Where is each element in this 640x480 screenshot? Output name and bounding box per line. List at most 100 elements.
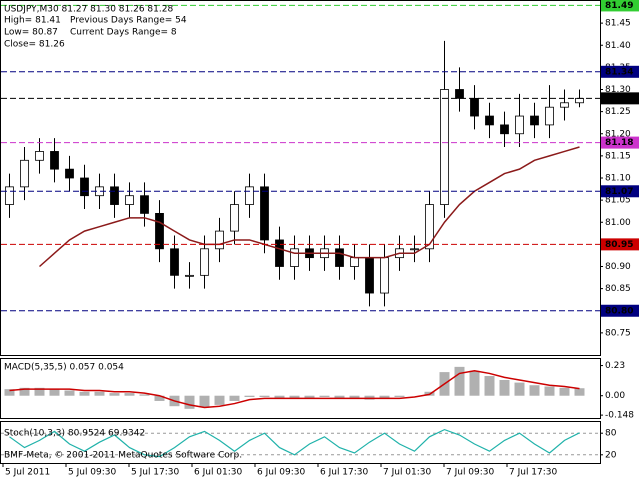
candle-body xyxy=(125,195,134,205)
macd-bar xyxy=(214,395,225,405)
y-tick-label: 0.00 xyxy=(605,391,625,401)
macd-bar xyxy=(349,395,360,399)
candle-body xyxy=(350,257,359,267)
macd-bar xyxy=(304,395,315,399)
y-tick-label: 81.25 xyxy=(605,107,631,117)
macd-bar xyxy=(244,395,255,398)
candle-body xyxy=(50,151,59,170)
candle-body xyxy=(560,102,569,108)
candle-body xyxy=(500,124,509,135)
macd-bar xyxy=(379,395,390,399)
macd-bar xyxy=(229,395,240,401)
moving-average xyxy=(39,146,580,268)
level-badge xyxy=(601,185,639,198)
macd-bar xyxy=(19,387,30,396)
macd-bar xyxy=(529,385,540,396)
candle-body xyxy=(65,168,74,179)
y-tick-label: 81.15 xyxy=(605,151,631,161)
info-label: Close= 81.26 xyxy=(4,40,65,50)
macd-bar xyxy=(454,366,465,396)
candle-body xyxy=(380,257,389,294)
macd-bar xyxy=(199,395,210,408)
macd-bar xyxy=(4,389,15,396)
candle-body xyxy=(290,248,299,267)
y-tick-label: 80 xyxy=(605,429,617,439)
level-label: 80.95 xyxy=(605,240,633,250)
stoch-panel xyxy=(0,421,601,464)
copyright: BMF-Meta, © 2001-2011 MetaQuotes Softwar… xyxy=(4,451,242,461)
candle-body xyxy=(575,97,584,104)
macd-bar xyxy=(259,395,270,398)
macd-bar xyxy=(544,386,555,396)
y-tick-label: 81.00 xyxy=(605,218,631,228)
macd-bar xyxy=(64,390,75,396)
x-tick-label: 7 Jul 09:30 xyxy=(446,468,495,478)
macd-bar xyxy=(394,395,405,398)
candle-body xyxy=(425,204,434,250)
candle-body xyxy=(365,257,374,294)
macd-bar xyxy=(154,395,165,401)
macd-bar xyxy=(574,388,585,396)
macd-bar xyxy=(559,387,570,396)
level-label: 81.18 xyxy=(605,138,633,148)
candle-body xyxy=(185,274,194,277)
candle-body xyxy=(155,212,164,250)
x-tick-label: 5 Jul 09:30 xyxy=(68,468,117,478)
candle-body xyxy=(545,106,554,126)
macd-bar xyxy=(274,395,285,399)
macd-bar xyxy=(469,370,480,396)
level-label: 81.07 xyxy=(605,187,633,197)
level-label: 80.80 xyxy=(605,306,633,316)
level-badge xyxy=(601,92,639,105)
candle-body xyxy=(215,230,224,250)
macd-bar xyxy=(94,391,105,396)
macd-bar xyxy=(334,395,345,399)
macd-signal xyxy=(9,370,580,409)
candle-body xyxy=(455,89,464,99)
macd-bar xyxy=(124,393,135,396)
x-tick-label: 6 Jul 17:30 xyxy=(320,468,369,478)
x-tick-label: 6 Jul 09:30 xyxy=(257,468,306,478)
y-tick-label: 81.45 xyxy=(605,19,631,29)
x-tick-label: 5 Jul 2011 xyxy=(5,468,50,478)
x-tick-label: 7 Jul 01:30 xyxy=(383,468,432,478)
macd-bar xyxy=(139,394,150,396)
info-label: Previous Days Range= 54 xyxy=(70,16,187,26)
candle-body xyxy=(5,186,14,205)
candle-body xyxy=(200,248,209,276)
candle-body xyxy=(410,248,419,251)
y-tick-label: 81.40 xyxy=(605,41,631,51)
candle-body xyxy=(35,151,44,161)
candle-body xyxy=(335,248,344,267)
candle-body xyxy=(440,89,449,205)
candle-body xyxy=(20,159,29,188)
candle-body xyxy=(245,186,254,205)
x-tick-label: 7 Jul 17:30 xyxy=(509,468,558,478)
candle-body xyxy=(470,97,479,117)
chart-title: USDJPY,M30 81.27 81.30 81.26 81.28 xyxy=(4,5,173,15)
candle-body xyxy=(485,115,494,126)
x-tick-label: 5 Jul 17:30 xyxy=(131,468,180,478)
x-tick-label: 6 Jul 01:30 xyxy=(194,468,243,478)
candle-body xyxy=(275,239,284,267)
level-label: 81.49 xyxy=(605,1,633,11)
macd-bar xyxy=(184,395,195,409)
info-label: Current Days Range= 8 xyxy=(70,28,177,38)
macd-bar xyxy=(49,389,60,396)
y-tick-label: -0.148 xyxy=(605,411,634,421)
y-tick-label: 81.10 xyxy=(605,174,631,184)
macd-panel xyxy=(0,358,601,419)
panel-title: Stoch(10,3,3) 80.9524 69.9342 xyxy=(4,429,145,439)
candle-body xyxy=(515,115,524,135)
candle-body xyxy=(230,204,239,232)
macd-bar xyxy=(79,391,90,396)
y-tick-label: 81.05 xyxy=(605,196,631,206)
y-tick-label: 0.23 xyxy=(605,361,625,371)
macd-bar xyxy=(499,379,510,396)
y-tick-label: 80.75 xyxy=(605,328,631,338)
candle-body xyxy=(530,115,539,126)
y-tick-label: 20 xyxy=(605,450,617,460)
candle-body xyxy=(110,186,119,205)
macd-bar xyxy=(289,395,300,399)
